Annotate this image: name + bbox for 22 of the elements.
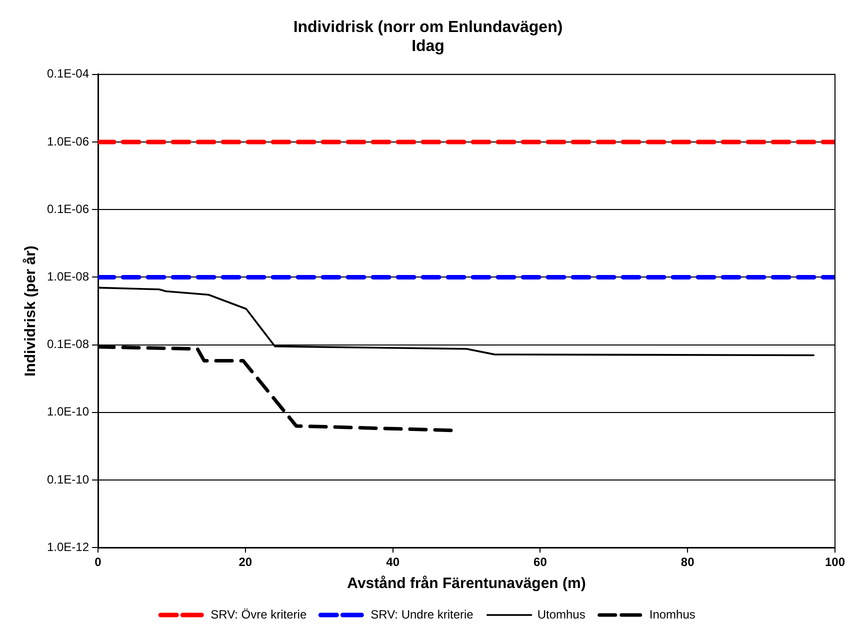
- x-tick-label: 80: [680, 555, 695, 570]
- y-tick-label: 0.1E-10: [47, 472, 90, 486]
- legend-label: Inomhus: [649, 607, 696, 622]
- y-axis-title: Individrisk (per år): [22, 246, 40, 376]
- x-tick-label: 40: [386, 555, 400, 570]
- y-tick-label: 1.0E-08: [47, 270, 90, 284]
- y-tick-label: 0.1E-04: [47, 66, 90, 81]
- chart-subtitle: Idag: [412, 38, 444, 56]
- y-tick-label: 1.0E-10: [47, 404, 90, 419]
- legend-label: SRV: Undre kriterie: [370, 607, 474, 622]
- y-tick-label: 1.0E-12: [47, 540, 90, 554]
- y-tick-label: 1.0E-06: [47, 134, 90, 148]
- y-tick-label: 0.1E-06: [47, 202, 90, 216]
- y-tick-label: 0.1E-08: [47, 337, 90, 352]
- x-axis-title: Avstånd från Färentunavägen (m): [347, 575, 586, 592]
- x-tick-label: 0: [94, 555, 102, 570]
- x-tick-label: 100: [824, 555, 846, 570]
- x-tick-label: 20: [238, 555, 252, 570]
- legend-label: Utomhus: [537, 607, 586, 622]
- legend-label: SRV: Övre kriterie: [210, 607, 307, 622]
- chart-title: Individrisk (norr om Enlundavägen): [293, 19, 563, 36]
- x-tick-label: 60: [534, 555, 548, 570]
